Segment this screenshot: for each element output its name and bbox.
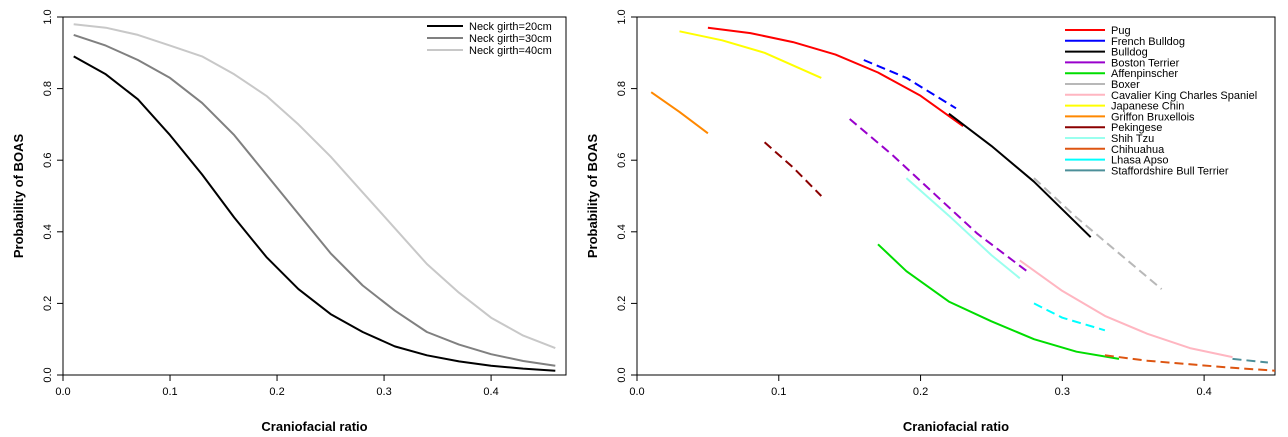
series-line-7 [679, 30, 822, 79]
series-line-3 [849, 118, 1028, 272]
series-line-11 [1104, 354, 1276, 372]
x-tick-label: 0.1 [162, 386, 177, 398]
legend-label-12: Lhasa Apso [1111, 155, 1169, 167]
series-line-4 [877, 243, 1120, 360]
legend-label-2: Bulldog [1111, 47, 1148, 59]
y-tick-label: 0.4 [42, 224, 54, 239]
chart-svg-neck-girth: 0.0 0.1 0.2 0.3 0.4 0.0 0.2 0.4 0.6 0.8 1.0 Craniof… [11, 9, 567, 434]
x-tick-label: 0.1 [771, 386, 786, 398]
chart-panel-neck-girth: 0.0 0.1 0.2 0.3 0.4 0.0 0.2 0.4 0.6 0.8 1.0 Craniof… [0, 0, 580, 434]
x-axis-title: Craniofacial ratio [261, 419, 367, 432]
series-line-6 [1019, 259, 1233, 359]
series-line-2 [73, 23, 556, 350]
series-line-0 [707, 26, 964, 128]
legend-label-8: Griffon Bruxellois [1111, 111, 1195, 123]
plot-frame [62, 16, 567, 376]
legend-label-13: Staffordshire Bull Terrier [1111, 165, 1229, 177]
x-tick-label: 0.3 [376, 386, 391, 398]
series-line-5 [1033, 177, 1163, 290]
legend-label-6: Cavalier King Charles Spaniel [1111, 90, 1257, 102]
y-axis-title: Probability of BOAS [11, 134, 26, 259]
x-tick-label: 0.4 [1196, 386, 1211, 398]
x-axis-title: Craniofacial ratio [903, 419, 1009, 432]
y-tick-label: 0.0 [616, 367, 628, 382]
legend-label-2: Neck girth=40cm [469, 45, 552, 57]
legend-label-5: Boxer [1111, 79, 1140, 91]
series-line-8 [650, 91, 709, 135]
y-tick-label: 0.2 [616, 296, 628, 311]
chart-panel-breeds: 0.0 0.1 0.2 0.3 0.4 0.0 0.2 0.4 0.6 0.8 1.0 Craniof… [580, 0, 1288, 434]
y-tick-label: 1.0 [42, 9, 54, 24]
series-line-13 [1232, 357, 1269, 364]
legend-label-10: Shih Tzu [1111, 133, 1154, 145]
series-line-9 [763, 141, 823, 197]
legend-label-11: Chihuahua [1111, 144, 1165, 156]
series-line-10 [905, 177, 1021, 280]
legend-label-0: Neck girth=20cm [469, 21, 552, 33]
x-tick-label: 0.4 [483, 386, 498, 398]
y-tick-label: 0.6 [42, 153, 54, 168]
x-tick-label: 0.2 [913, 386, 928, 398]
y-tick-label: 0.6 [616, 153, 628, 168]
legend-label-4: Affenpinscher [1111, 68, 1178, 80]
series-line-2 [948, 112, 1092, 238]
x-tick-label: 0.2 [269, 386, 284, 398]
legend-label-3: Boston Terrier [1111, 57, 1180, 69]
chart-svg-breeds: 0.0 0.1 0.2 0.3 0.4 0.0 0.2 0.4 0.6 0.8 1.0 Craniof… [585, 9, 1276, 434]
legend-label-0: Pug [1111, 25, 1131, 37]
x-tick-label: 0.3 [1055, 386, 1070, 398]
series-line-12 [1033, 302, 1106, 332]
y-axis-title: Probability of BOAS [585, 134, 600, 259]
series-line-0 [73, 55, 556, 372]
y-tick-label: 0.8 [42, 81, 54, 96]
legend-label-1: French Bulldog [1111, 36, 1185, 48]
y-tick-label: 0.4 [616, 224, 628, 239]
y-tick-label: 0.2 [42, 296, 54, 311]
series-line-1 [73, 33, 556, 367]
series-line-1 [863, 59, 957, 110]
legend-label-7: Japanese Chin [1111, 101, 1184, 113]
y-tick-label: 1.0 [616, 9, 628, 24]
legend-label-1: Neck girth=30cm [469, 33, 552, 45]
x-tick-label: 0.0 [629, 386, 644, 398]
plot-frame [636, 16, 1276, 376]
y-tick-label: 0.0 [42, 367, 54, 382]
y-tick-label: 0.8 [616, 81, 628, 96]
x-tick-label: 0.0 [55, 386, 70, 398]
legend-label-9: Pekingese [1111, 122, 1162, 134]
